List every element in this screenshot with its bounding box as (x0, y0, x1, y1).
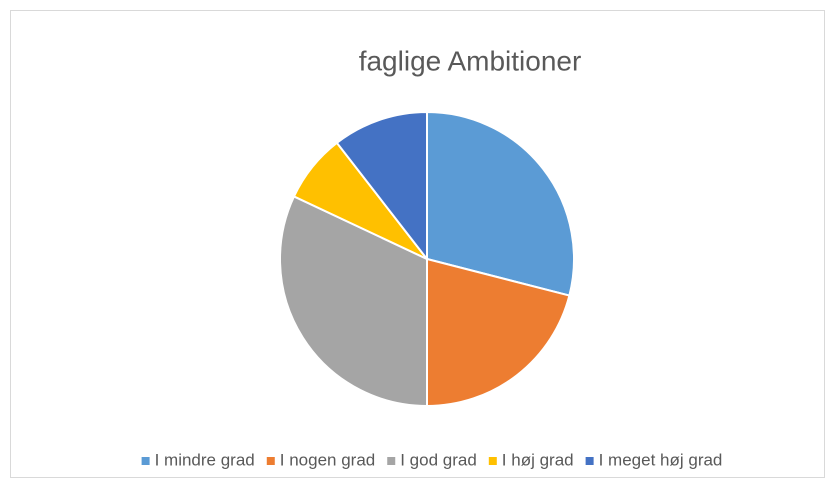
legend-item: I høj grad (488, 450, 574, 469)
legend-label: I mindre grad (155, 450, 255, 469)
legend-label: I god grad (400, 450, 477, 469)
pie-slice (426, 257, 571, 408)
legend-item: I mindre grad (141, 450, 255, 469)
legend-swatch (387, 457, 396, 465)
legend-label: I meget høj grad (599, 450, 723, 469)
legend-swatch (488, 457, 497, 465)
legend-item: I meget høj grad (585, 450, 723, 469)
legend-swatch (266, 457, 275, 465)
pie-slice (335, 110, 428, 262)
chart-title: faglige Ambitioner (359, 45, 582, 76)
pie-slice (279, 195, 428, 408)
legend-item: I nogen grad (266, 450, 375, 469)
legend-swatch (141, 457, 150, 465)
legend-swatch (585, 457, 594, 465)
pie-slice (426, 110, 575, 297)
legend-label: I nogen grad (280, 450, 375, 469)
legend-item: I god grad (387, 450, 477, 469)
legend: I mindre grad I nogen grad I god grad I høj… (141, 450, 723, 469)
legend-label: I høj grad (502, 450, 574, 469)
